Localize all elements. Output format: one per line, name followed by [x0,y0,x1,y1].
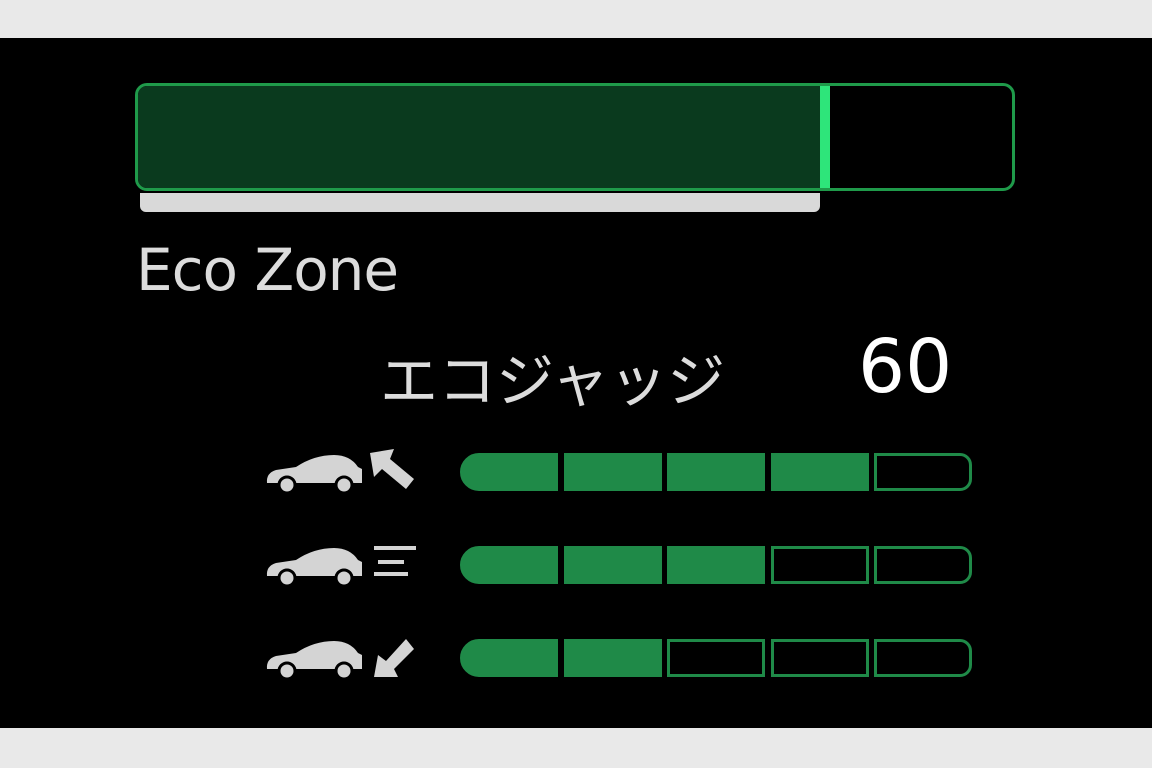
rating-segment-filled [667,546,765,584]
rating-segment-filled [667,453,765,491]
rating-segment-empty [667,639,765,677]
eco-judge-score: 60 [858,324,953,410]
eco-display-panel: Eco Zone エコジャッジ 60 [0,38,1152,728]
eco-zone-gauge [135,83,1015,191]
rating-segment-filled [770,453,869,491]
rating-segment-filled [563,639,662,677]
rating-segment-filled [460,546,558,584]
eco-zone-label: Eco Zone [136,236,399,304]
car-cruising-icon [266,546,416,588]
car-deceleration-icon [266,639,414,681]
rating-segment-empty [770,546,869,584]
eco-zone-gauge-underbar [140,193,820,212]
eco-zone-gauge-fill [138,86,830,188]
rating-segment-empty [874,639,972,677]
rating-segment-empty [770,639,869,677]
car-start-acceleration-icon [266,449,414,495]
rating-segment-empty [874,546,972,584]
rating-segment-filled [460,639,558,677]
rating-segment-empty [874,453,972,491]
eco-judge-label: エコジャッジ [380,347,726,415]
rating-segment-filled [563,453,662,491]
rating-segment-filled [563,546,662,584]
rating-segment-filled [460,453,558,491]
